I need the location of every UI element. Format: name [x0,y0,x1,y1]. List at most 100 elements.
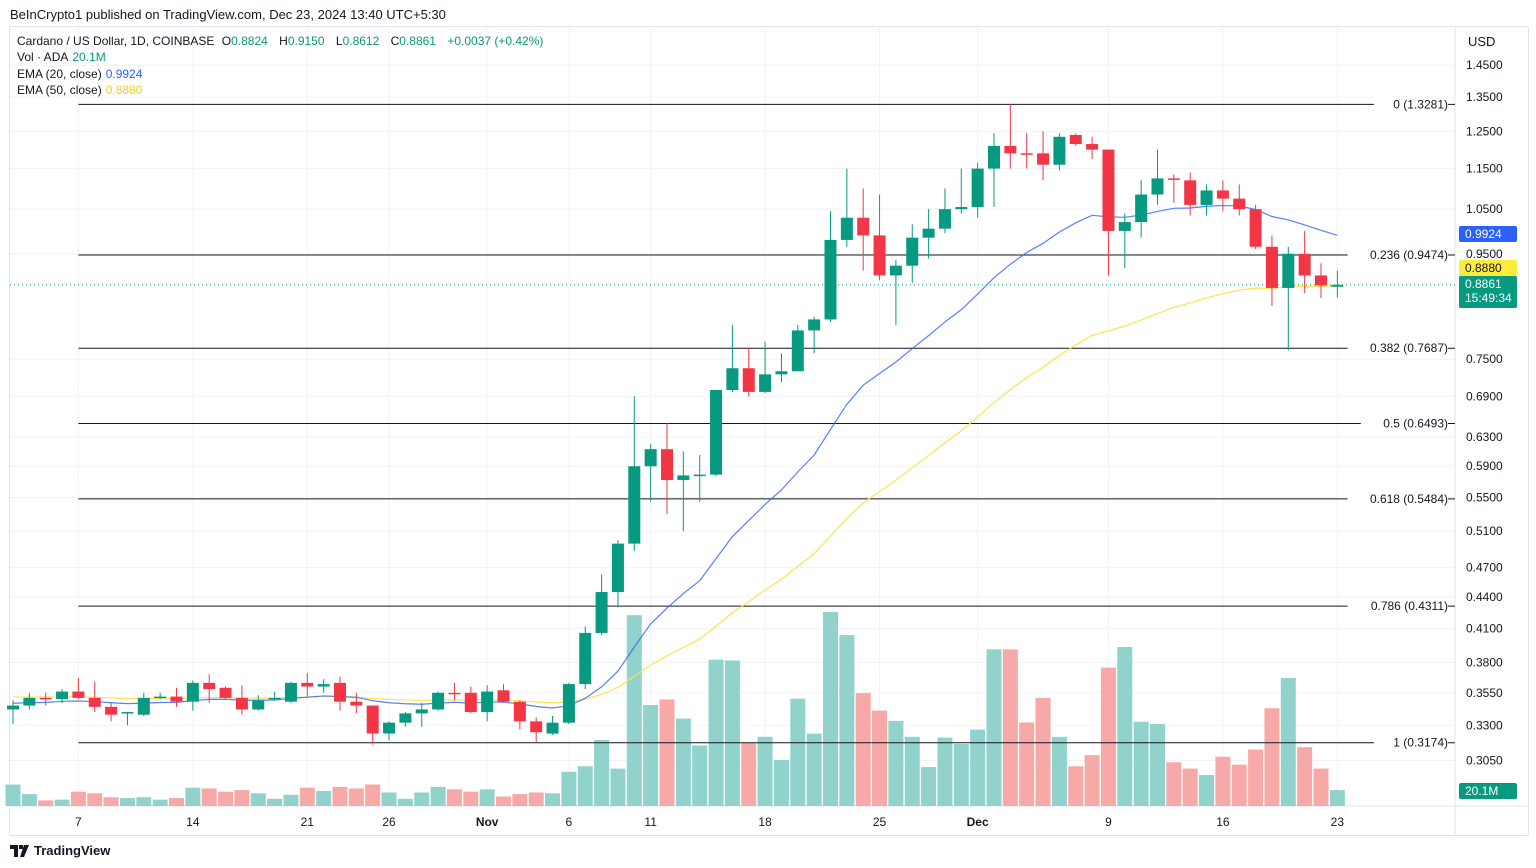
candle [759,341,772,394]
volume-legend[interactable]: Vol · ADA 20.1M [17,50,110,64]
volume-bar [267,798,283,806]
candle [824,211,837,323]
candle-body [808,319,821,331]
candle [530,717,543,742]
candle [235,685,248,715]
candle [1233,184,1246,216]
fib-level-label: 0.5 (0.6493) [1383,417,1448,431]
candle [1102,149,1115,276]
volume-bar [397,798,413,806]
volume-bar [496,796,511,806]
time-axis: 7 14 21 26 Nov 6 11 18 25 Dec 9 16 23 [75,815,1344,829]
candle [317,679,330,693]
candle-body [1265,246,1278,288]
candle [219,686,232,700]
ema20-label: EMA (20, close) [17,67,102,81]
ema50-price-badge: 0.8880 [1459,260,1517,276]
price-tick-label: 1.2500 [1466,124,1503,138]
volume-bar [87,793,103,806]
candle-body [710,389,723,475]
candle-body [317,684,330,687]
candle [366,705,379,745]
candle-body [677,475,690,481]
candle-body [186,682,199,702]
symbol-name[interactable]: Cardano / US Dollar, 1D, COINBASE [17,34,215,48]
candle-body [448,692,461,695]
candle-body [742,368,755,392]
candle [513,700,526,730]
candle-body [661,449,673,481]
candle-body [546,722,559,734]
candle [1282,246,1295,351]
volume-bar [299,787,315,806]
volume-bar [185,787,201,806]
low-label: L [335,34,343,48]
candle [1315,263,1327,299]
candle-body [1135,194,1148,223]
time-tick-label: 6 [566,815,573,829]
price-tick-label: 1.1500 [1466,162,1503,176]
price-tick-label: 0.6300 [1466,430,1503,444]
volume-bar [904,736,920,806]
price-tick-label: 1.0500 [1466,202,1503,216]
fib-level-label: 0.382 (0.7687) [1370,341,1448,355]
candle [726,324,739,392]
candle [1086,136,1099,159]
candle-body [1184,180,1197,205]
ema50-legend[interactable]: EMA (50, close) 0.8880 [17,83,146,97]
time-tick-label: 14 [186,815,200,829]
candle [268,691,281,701]
price-tick-label: 0.4700 [1466,561,1503,575]
candle [350,692,363,714]
currency-selector[interactable]: USD [1468,34,1496,49]
fib-level-label: 1 (0.3174) [1393,736,1448,750]
candle [644,444,657,502]
candle-body [39,697,52,700]
fib-label-bg [1374,96,1448,113]
volume-bar [741,743,757,806]
volume-bar [1199,774,1215,806]
candle [1069,133,1082,146]
volume-bar [316,790,332,806]
candle [56,689,69,703]
candle [203,674,216,703]
volume-bar [119,798,135,806]
candle [1020,133,1033,169]
candle-body [889,265,902,276]
last-price: 0.8861 [1465,277,1502,291]
volume-bar [512,794,528,806]
tradingview-logo[interactable]: TradingView [10,843,110,858]
volume-bar [1264,708,1280,806]
candle [481,685,494,722]
candle [579,626,592,690]
ema20-legend[interactable]: EMA (20, close) 0.9924 [17,67,146,81]
candle-body [579,632,592,685]
fib-level-label: 0.618 (0.5484) [1370,492,1448,506]
chart-frame[interactable] [9,26,1529,836]
volume-bar [545,793,561,806]
candle-body [775,371,788,375]
volume-bar [1297,747,1313,806]
volume-bar [1150,724,1165,806]
candle-body [268,697,281,700]
candle [1151,149,1164,205]
candle [611,540,624,608]
price-tick-label: 1.4500 [1466,58,1503,72]
volume-bar [839,635,855,806]
volume-bar [724,660,740,806]
candle-body [105,706,118,715]
ema20-line [12,204,1338,709]
volume-bar [773,759,789,806]
candle [334,676,346,711]
candle [1118,213,1131,269]
candle-body [399,713,412,723]
candle [170,687,183,707]
candle-body [1020,153,1033,155]
price-tick-label: 0.4100 [1466,622,1503,636]
candle-body [759,374,772,392]
time-tick-label: 11 [644,815,657,829]
candle-body [840,217,853,240]
change-value: +0.0037 (+0.42%) [447,34,544,48]
time-tick-label: Nov [476,815,499,829]
